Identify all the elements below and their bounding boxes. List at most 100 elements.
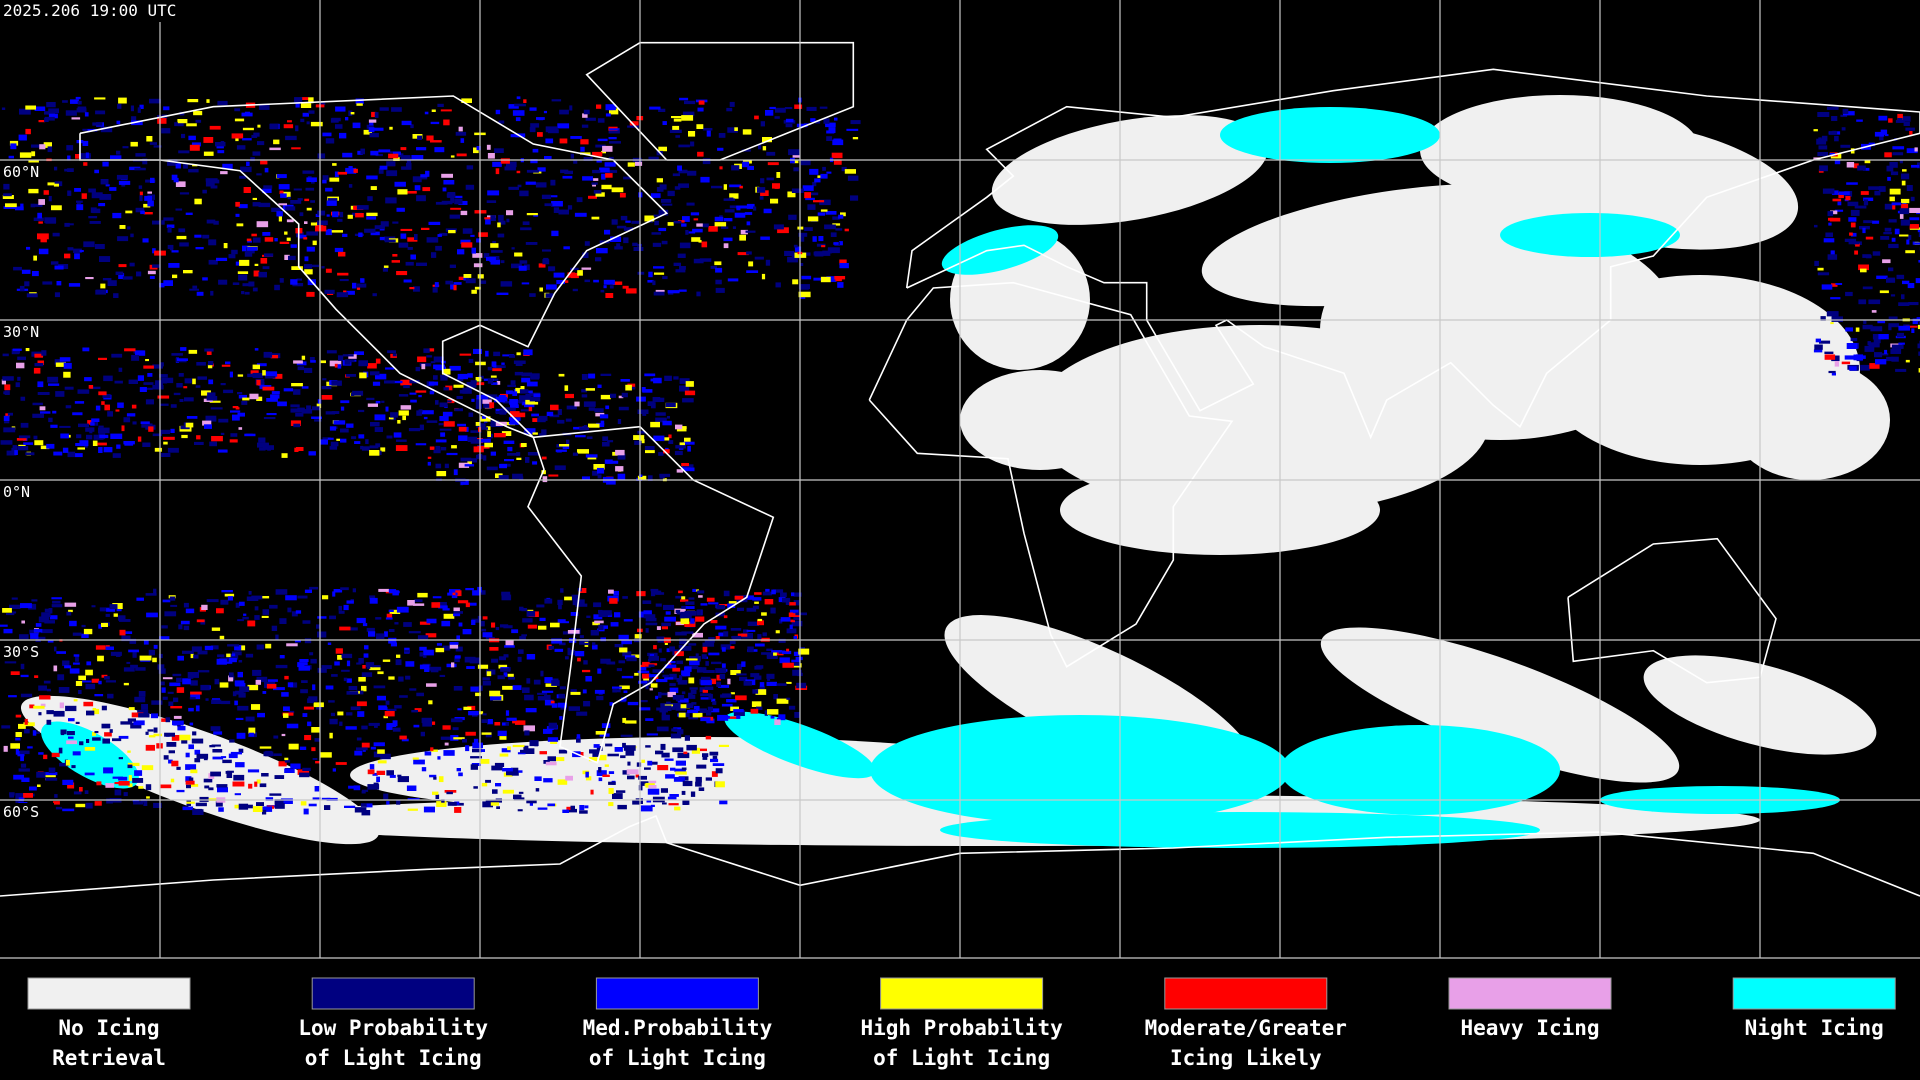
- icing-speckle: [320, 102, 326, 105]
- icing-speckle: [806, 106, 817, 111]
- icing-speckle: [370, 422, 380, 427]
- icing-speckle: [573, 159, 578, 164]
- cloud-region: [1730, 360, 1890, 480]
- icing-speckle: [608, 788, 614, 794]
- icing-speckle: [273, 753, 282, 756]
- icing-speckle: [197, 670, 210, 673]
- icing-speckle: [1872, 220, 1880, 224]
- icing-speckle: [20, 203, 24, 208]
- icing-speckle: [208, 379, 214, 385]
- icing-speckle: [719, 800, 728, 805]
- icing-speckle: [477, 664, 489, 669]
- icing-speckle: [678, 590, 683, 594]
- icing-speckle: [819, 106, 828, 109]
- icing-speckle: [415, 366, 421, 372]
- icing-speckle: [1838, 192, 1844, 199]
- icing-speckle: [52, 232, 60, 237]
- icing-speckle: [449, 589, 461, 594]
- icing-speckle: [257, 442, 269, 448]
- icing-speckle: [655, 289, 665, 293]
- icing-speckle: [35, 731, 40, 734]
- icing-speckle: [224, 660, 233, 664]
- icing-speckle: [708, 652, 720, 656]
- icing-speckle: [378, 168, 384, 174]
- icing-speckle: [419, 652, 423, 657]
- icing-speckle: [525, 457, 530, 463]
- icing-speckle: [102, 738, 110, 744]
- icing-speckle: [728, 601, 737, 605]
- icing-speckle: [557, 123, 570, 129]
- icing-speckle: [152, 264, 161, 268]
- icing-speckle: [249, 732, 255, 737]
- icing-speckle: [644, 215, 655, 222]
- icing-speckle: [839, 263, 849, 269]
- icing-speckle: [688, 643, 697, 646]
- icing-speckle: [512, 719, 517, 724]
- icing-speckle: [592, 183, 596, 187]
- icing-speckle: [145, 784, 152, 791]
- icing-speckle: [313, 702, 324, 708]
- icing-speckle: [386, 161, 396, 167]
- icing-speckle: [261, 773, 269, 777]
- icing-speckle: [1884, 152, 1892, 158]
- icing-speckle: [593, 190, 602, 194]
- icing-speckle: [684, 666, 692, 672]
- icing-speckle: [658, 648, 662, 653]
- icing-speckle: [17, 356, 26, 361]
- icing-speckle: [52, 410, 57, 414]
- icing-speckle: [1905, 127, 1915, 131]
- icing-speckle: [185, 752, 190, 758]
- icing-speckle: [274, 238, 278, 242]
- icing-speckle: [157, 395, 170, 399]
- icing-speckle: [90, 422, 95, 426]
- icing-speckle: [248, 281, 255, 287]
- icing-speckle: [551, 680, 560, 686]
- icing-speckle: [812, 181, 817, 187]
- icing-speckle: [331, 230, 343, 233]
- icing-speckle: [287, 196, 291, 200]
- icing-speckle: [707, 706, 713, 711]
- icing-speckle: [64, 168, 68, 172]
- icing-speckle: [53, 451, 63, 456]
- icing-speckle: [332, 163, 337, 166]
- icing-speckle: [1842, 108, 1849, 114]
- icing-speckle: [612, 686, 622, 689]
- icing-speckle: [1840, 114, 1848, 117]
- icing-speckle: [475, 403, 482, 409]
- icing-speckle: [651, 590, 656, 597]
- icing-speckle: [241, 112, 253, 117]
- icing-speckle: [538, 117, 544, 121]
- icing-speckle: [532, 418, 539, 422]
- icing-speckle: [262, 266, 270, 270]
- icing-speckle: [75, 154, 81, 159]
- icing-speckle: [484, 442, 493, 448]
- icing-speckle: [186, 123, 197, 127]
- icing-speckle: [712, 763, 725, 766]
- icing-speckle: [379, 165, 388, 170]
- icing-speckle: [426, 618, 437, 624]
- icing-speckle: [377, 671, 384, 675]
- icing-speckle: [523, 349, 533, 356]
- icing-speckle: [559, 138, 568, 144]
- icing-speckle: [420, 731, 425, 737]
- icing-speckle: [44, 608, 50, 613]
- icing-speckle: [3, 206, 16, 209]
- icing-speckle: [695, 616, 705, 622]
- icing-speckle: [385, 367, 395, 370]
- icing-speckle: [72, 412, 83, 416]
- icing-speckle: [241, 401, 248, 405]
- icing-speckle: [324, 289, 335, 294]
- icing-speckle: [1885, 134, 1889, 137]
- icing-speckle: [142, 238, 149, 243]
- icing-speckle: [515, 720, 526, 725]
- icing-speckle: [498, 220, 506, 225]
- icing-speckle: [429, 391, 434, 395]
- icing-speckle: [668, 661, 676, 664]
- icing-speckle: [437, 602, 447, 607]
- icing-speckle: [660, 788, 668, 793]
- icing-speckle: [293, 360, 303, 364]
- icing-speckle: [543, 728, 553, 734]
- icing-speckle: [494, 365, 506, 368]
- icing-speckle: [457, 708, 462, 711]
